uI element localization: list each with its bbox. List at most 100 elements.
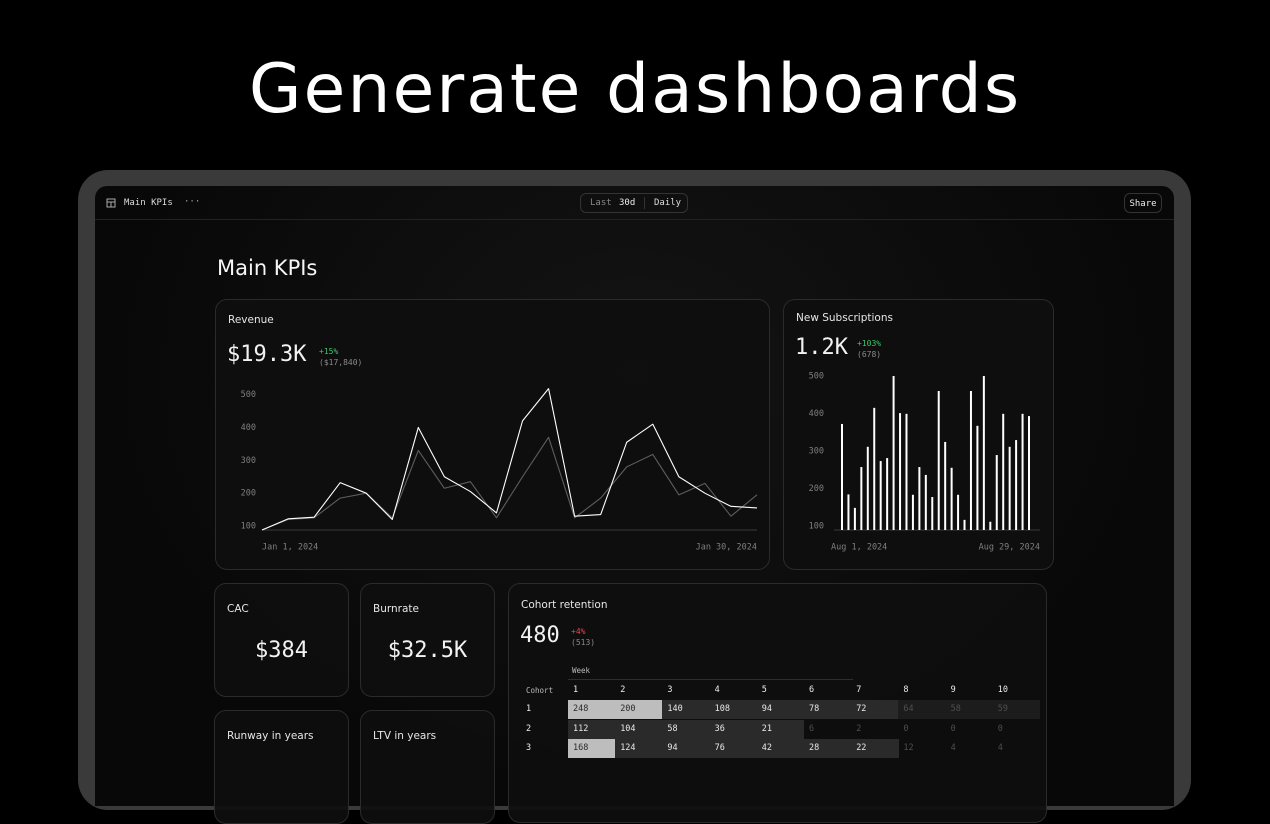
y-tick-label: 500 (241, 390, 256, 400)
bar (860, 467, 863, 530)
cohort-cell: 21 (756, 719, 805, 739)
cohort-cell: 28 (804, 739, 852, 758)
bar (995, 455, 998, 530)
cohort-cell: 2 (856, 723, 862, 734)
card-title: Burnrate (373, 603, 419, 615)
kpi-value: $19.3K (227, 342, 307, 367)
line-series (261, 388, 758, 531)
card-title: CAC (227, 603, 249, 615)
revenue-card (215, 299, 770, 570)
cohort-cell: 0 (997, 723, 1003, 734)
bar (1002, 413, 1005, 530)
column-header: 2 (620, 685, 626, 695)
bar (879, 461, 882, 530)
cohort-cell: 4 (997, 743, 1003, 753)
bar (847, 494, 850, 530)
kpi-previous: (678) (857, 350, 882, 359)
bar (1008, 446, 1011, 530)
range-prefix: Last (590, 198, 612, 208)
metric-card (360, 583, 495, 697)
column-header: 6 (809, 685, 815, 695)
share-button[interactable]: Share (1124, 193, 1162, 213)
column-header: 1 (573, 685, 579, 695)
bar (853, 507, 856, 530)
column-header: 4 (714, 685, 720, 695)
cohort-cell: 0 (903, 723, 909, 734)
metric-card (214, 583, 349, 697)
y-tick-label: 100 (809, 521, 824, 531)
y-tick-label: 300 (809, 446, 824, 456)
y-tick-label: 200 (809, 484, 824, 494)
bar (931, 497, 934, 530)
group-label: Week (572, 666, 591, 675)
y-tick-label: 500 (809, 372, 824, 382)
bar (886, 458, 889, 530)
bar (957, 494, 960, 530)
bar (982, 376, 985, 530)
cohort-cell: 4 (950, 743, 956, 753)
cohort-cell: 59 (992, 700, 1041, 719)
y-tick-label: 100 (241, 522, 256, 532)
y-tick-label: 400 (809, 409, 824, 419)
y-tick-label: 300 (241, 456, 256, 466)
kpi-change: +103% (857, 339, 882, 348)
kpi-value: 1.2K (795, 335, 848, 360)
cohort-cell: 6 (809, 723, 815, 734)
column-header: 7 (856, 685, 862, 695)
x-tick-label: Aug 1, 2024 (831, 543, 887, 553)
bar (873, 407, 876, 530)
menu-button[interactable]: ··· (184, 197, 201, 207)
column-header: 5 (761, 685, 767, 695)
cohort-cell: 104 (615, 719, 663, 739)
cohort-cell: 42 (756, 739, 805, 758)
card-title: Runway in years (227, 730, 314, 742)
bar (976, 425, 979, 530)
bar (918, 467, 921, 530)
line-series (261, 436, 758, 531)
kpi-value: 480 (520, 623, 560, 648)
granularity[interactable]: Daily (654, 198, 682, 208)
cohort-cell: 248 (568, 700, 616, 719)
cohort-cell: 58 (662, 719, 710, 739)
cohort-cell: 36 (709, 719, 758, 739)
x-tick-label: Jan 30, 2024 (696, 543, 757, 553)
cohort-cell: 200 (615, 700, 663, 719)
column-header: 10 (997, 685, 1009, 695)
cohort-cell: 124 (615, 739, 663, 758)
range-picker[interactable] (580, 193, 688, 213)
column-header: 3 (667, 685, 673, 695)
x-tick-label: Jan 1, 2024 (262, 543, 318, 553)
kpi-previous: (513) (571, 638, 596, 647)
kpi-previous: ($17,840) (319, 358, 363, 367)
toolbar (95, 186, 1174, 220)
bar (989, 521, 992, 530)
card-title: LTV in years (373, 730, 437, 742)
y-tick-label: 400 (241, 423, 256, 433)
bar (963, 519, 966, 530)
column-header: 8 (903, 685, 909, 695)
cohort-cell: 168 (568, 739, 616, 758)
cohort-cell: 76 (709, 739, 758, 758)
separator (644, 197, 645, 209)
cohort-cell: 108 (709, 700, 758, 719)
bar (841, 423, 843, 530)
cohort-cell: 72 (851, 700, 899, 719)
group-rule (568, 679, 853, 680)
cohort-cell: 94 (756, 700, 805, 719)
bar (1021, 413, 1024, 530)
bar (969, 390, 972, 530)
page-title: Main KPIs (217, 256, 318, 280)
cohort-cell: 0 (950, 723, 956, 734)
cohort-cell: 22 (851, 739, 899, 758)
cohort-cell: 112 (568, 719, 616, 739)
kpi-change: +15% (319, 347, 339, 356)
row-header: 3 (526, 743, 532, 753)
y-tick-label: 200 (241, 489, 256, 499)
headline: Generate dashboards (248, 50, 1022, 129)
card-title: Cohort retention (521, 599, 608, 611)
bar (937, 390, 940, 530)
bar (950, 467, 953, 530)
bar (924, 474, 927, 530)
range-value: 30d (619, 198, 636, 208)
kpi-value: $32.5K (387, 638, 468, 663)
